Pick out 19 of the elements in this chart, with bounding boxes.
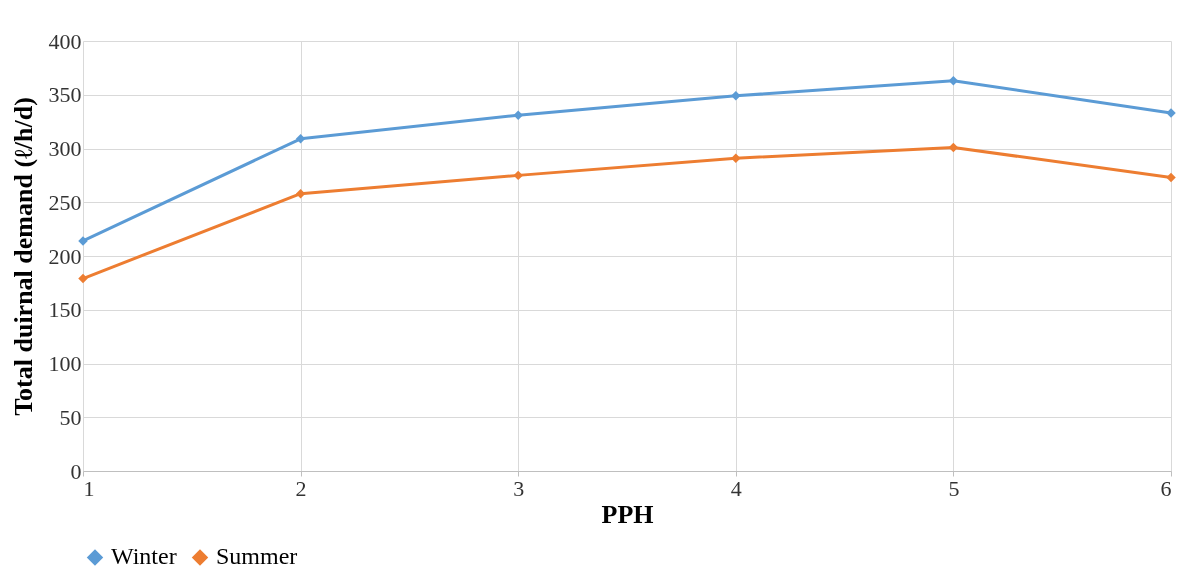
y-tick-label: 300 — [48, 136, 82, 161]
x-axis-title: PPH — [601, 499, 654, 529]
y-tick-label: 150 — [48, 297, 82, 323]
y-tick-label: 0 — [70, 458, 82, 484]
y-tick-label: 50 — [59, 404, 82, 430]
x-tick-label: 5 — [948, 475, 960, 501]
y-tick-label: 350 — [48, 82, 82, 108]
x-tick-label: 4 — [730, 475, 742, 501]
x-tick-label: 3 — [513, 475, 525, 501]
y-tick-label: 250 — [48, 189, 82, 215]
y-tick-label: 100 — [48, 351, 82, 376]
x-tick-label: 1 — [83, 475, 95, 501]
legend-label: Winter — [111, 543, 177, 570]
y-axis-title: Total duirnal demand (ℓ/h/d) — [8, 97, 38, 416]
y-tick-label: 400 — [48, 28, 82, 54]
x-tick-label: 2 — [295, 475, 307, 501]
x-tick-label: 6 — [1160, 475, 1172, 501]
y-tick-label: 200 — [48, 243, 82, 269]
legend-label: Summer — [216, 543, 298, 570]
